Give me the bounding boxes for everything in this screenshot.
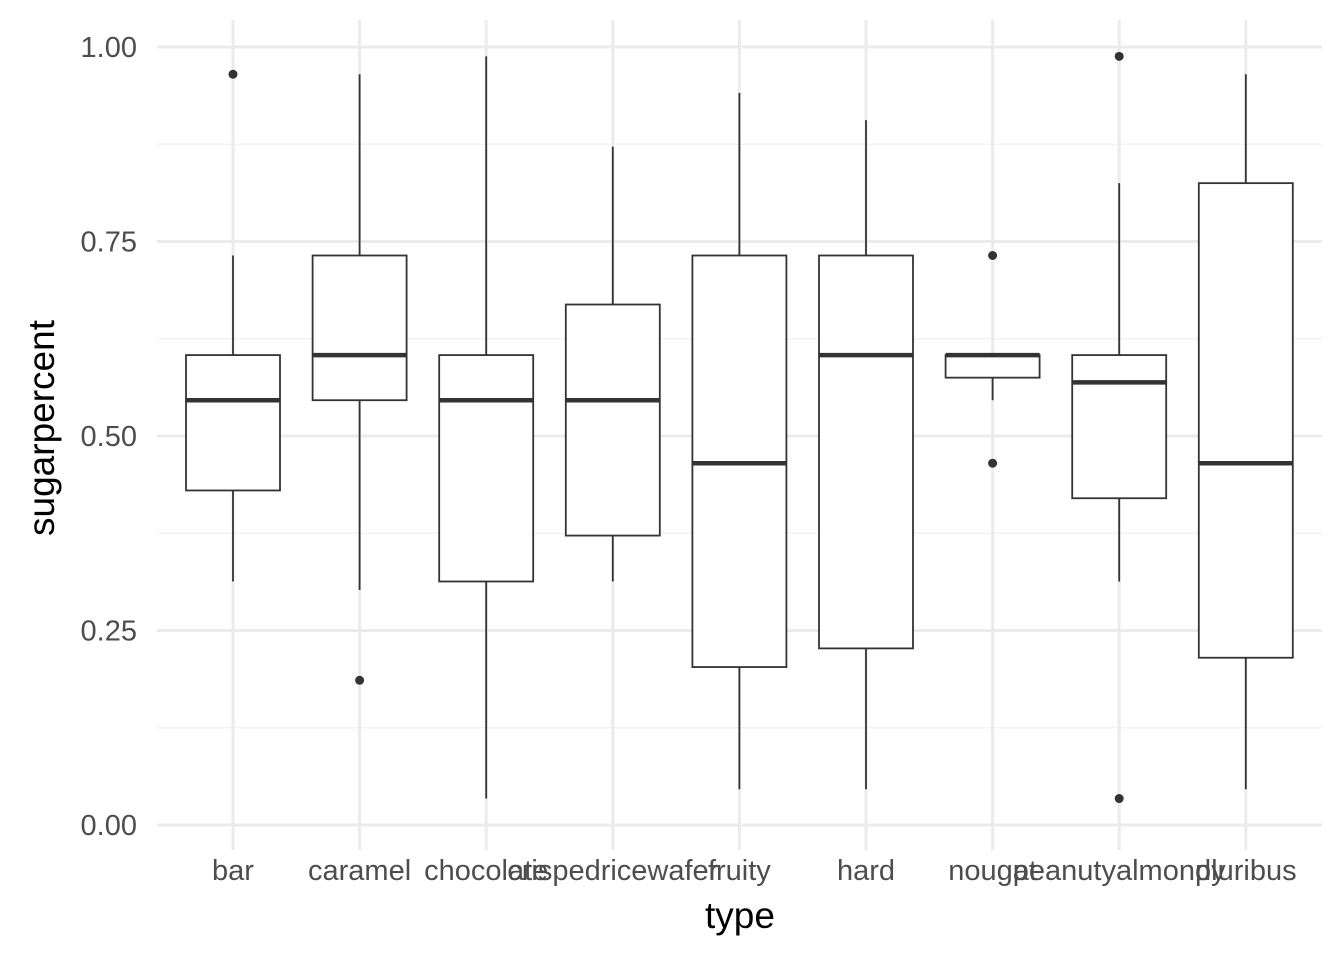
box-bar (185, 69, 281, 582)
y-axis: 0.00 0.25 0.50 0.75 1.00 (81, 32, 137, 842)
y-tick-label: 0.50 (81, 421, 137, 453)
x-tick-label: chocolate (424, 855, 548, 887)
box-pluribus (1197, 74, 1294, 790)
box-peanutyalmondy (1071, 51, 1168, 804)
box-chocolate (438, 56, 535, 799)
x-axis: bar caramel chocolatecrispedricewaferfruit… (212, 855, 1297, 887)
outlier-point (988, 251, 998, 261)
y-tick-label: 1.00 (81, 32, 137, 64)
x-tick-label: peanutyalmondy (1013, 855, 1226, 887)
box-body (311, 254, 408, 402)
x-tick-label: pluribus (1195, 855, 1297, 887)
box-body (818, 254, 914, 650)
y-tick-label: 0.25 (81, 616, 137, 648)
box-body (438, 354, 535, 583)
y-tick-label: 0.00 (81, 810, 137, 842)
x-tick-label: fruity (708, 855, 771, 887)
x-tick-label: hard (837, 855, 895, 887)
box-hard (818, 120, 914, 790)
outlier-point (228, 69, 238, 79)
x-axis-title: type (705, 895, 775, 936)
x-tick-label: caramel (308, 855, 411, 887)
x-tick-label: nougat (948, 855, 1037, 887)
boxes (185, 51, 1294, 804)
x-tick-label: crispedricewafer (507, 855, 718, 887)
box-nougat (944, 251, 1041, 468)
outlier-point (988, 458, 998, 468)
box-body (944, 354, 1041, 379)
box-body (564, 303, 661, 537)
x-tick-label: bar (212, 855, 254, 887)
outlier-point (1114, 794, 1124, 804)
box-fruity (691, 92, 788, 790)
y-tick-label: 0.75 (81, 227, 137, 259)
box-caramel (311, 74, 408, 685)
box-body (1197, 182, 1294, 659)
y-axis-title: sugarpercent (21, 319, 62, 536)
outlier-point (1114, 51, 1124, 61)
outlier-point (355, 675, 365, 685)
box-body (185, 354, 281, 492)
box-body (1071, 354, 1168, 500)
box-crispedricewafer (564, 146, 661, 582)
